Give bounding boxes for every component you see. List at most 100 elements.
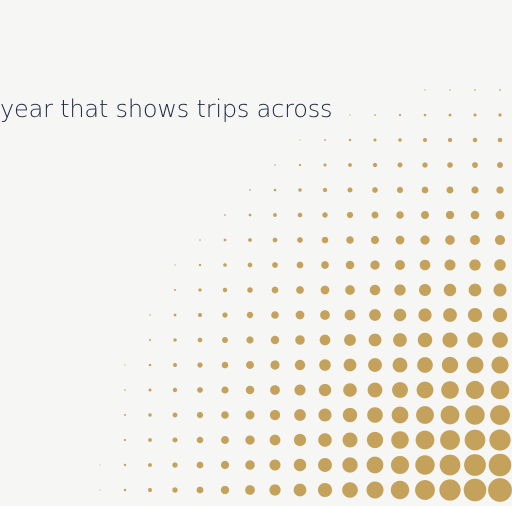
- halftone-dot: [443, 308, 457, 322]
- halftone-dot: [348, 163, 352, 167]
- halftone-dot: [369, 309, 381, 321]
- halftone-dot: [319, 359, 331, 371]
- halftone-dot: [499, 89, 501, 91]
- halftone-dot: [321, 236, 329, 244]
- halftone-dot: [445, 210, 455, 220]
- halftone-dot: [494, 234, 506, 246]
- halftone-dot: [342, 407, 358, 423]
- halftone-dot: [418, 308, 432, 322]
- halftone-dot: [342, 457, 358, 473]
- halftone-dot: [196, 461, 204, 469]
- halftone-dot: [391, 431, 409, 449]
- halftone-dot: [269, 459, 281, 471]
- halftone-dot: [493, 283, 507, 297]
- halftone-dot: [274, 164, 276, 166]
- halftone-dot: [198, 263, 202, 267]
- halftone-dot: [345, 285, 355, 295]
- halftone-dot: [465, 380, 485, 400]
- halftone-dot: [249, 189, 251, 191]
- halftone-dot: [497, 137, 503, 143]
- halftone-dot: [368, 358, 382, 372]
- halftone-dot: [148, 338, 152, 342]
- halftone-dot: [439, 454, 461, 476]
- halftone-dot: [172, 412, 178, 418]
- halftone-dot: [269, 484, 281, 496]
- halftone-dot: [423, 113, 427, 117]
- halftone-dot: [269, 409, 281, 421]
- halftone-dot: [123, 463, 127, 467]
- halftone-dot: [320, 285, 330, 295]
- halftone-dot: [469, 259, 481, 271]
- halftone-dot: [322, 212, 328, 218]
- halftone-dot: [245, 435, 255, 445]
- halftone-dot: [398, 138, 402, 142]
- halftone-dot: [391, 406, 409, 424]
- halftone-dot: [497, 162, 503, 168]
- halftone-dot: [297, 212, 303, 218]
- halftone-dot: [247, 287, 253, 293]
- halftone-dot: [421, 186, 429, 194]
- halftone-dot: [466, 356, 484, 374]
- halftone-dot: [323, 163, 327, 167]
- halftone-dot: [222, 337, 228, 343]
- halftone-dot: [447, 162, 453, 168]
- halftone-dot: [221, 386, 229, 394]
- halftone-dot: [372, 187, 378, 193]
- halftone-dot: [398, 113, 402, 117]
- halftone-dot: [173, 363, 177, 367]
- halftone-dot: [367, 407, 383, 423]
- halftone-dot: [273, 188, 277, 192]
- halftone-dot: [490, 405, 510, 425]
- halftone-dot: [471, 186, 479, 194]
- halftone-dot: [221, 411, 229, 419]
- halftone-dot: [491, 356, 509, 374]
- halftone-dot: [99, 489, 101, 491]
- halftone-dot: [463, 478, 487, 502]
- halftone-dot: [344, 334, 356, 346]
- halftone-dot: [320, 310, 330, 320]
- halftone-dot: [273, 213, 277, 217]
- halftone-dot: [348, 138, 352, 142]
- halftone-dot: [345, 260, 355, 270]
- halftone-dot: [470, 235, 480, 245]
- halftone-dot: [294, 384, 306, 396]
- halftone-dot: [371, 211, 379, 219]
- halftone-dot: [123, 438, 127, 442]
- halftone-dot: [467, 307, 483, 323]
- halftone-dot: [488, 478, 512, 502]
- halftone-dot: [196, 486, 204, 494]
- halftone-dot: [246, 336, 254, 344]
- halftone-dot: [449, 89, 451, 91]
- halftone-dot: [148, 438, 152, 442]
- halftone-dot: [319, 334, 331, 346]
- halftone-dot: [396, 211, 404, 219]
- halftone-dot: [472, 137, 478, 143]
- halftone-dot: [343, 358, 357, 372]
- halftone-dot: [492, 332, 508, 348]
- halftone-dot: [222, 312, 228, 318]
- halftone-dot: [148, 488, 152, 492]
- halftone-dot: [123, 488, 127, 492]
- halftone-dot: [415, 480, 435, 500]
- halftone-dot: [368, 333, 382, 347]
- halftone-dot: [294, 409, 306, 421]
- halftone-dot: [490, 380, 510, 400]
- halftone-dot: [196, 411, 204, 419]
- halftone-dot: [492, 307, 508, 323]
- halftone-dot: [392, 357, 408, 373]
- halftone-dot: [367, 382, 383, 398]
- halftone-dot: [372, 162, 378, 168]
- halftone-dot: [296, 261, 304, 269]
- halftone-dot: [346, 236, 354, 244]
- halftone-dot: [272, 262, 278, 268]
- halftone-dot: [494, 259, 506, 271]
- halftone-dot: [498, 113, 502, 117]
- halftone-dot: [223, 263, 227, 267]
- halftone-dot: [420, 235, 430, 245]
- halftone-dot: [443, 283, 457, 297]
- halftone-dot: [222, 287, 228, 293]
- halftone-dot: [272, 237, 278, 243]
- halftone-dot: [318, 408, 332, 422]
- halftone-dot: [221, 436, 229, 444]
- halftone-dot: [366, 431, 384, 449]
